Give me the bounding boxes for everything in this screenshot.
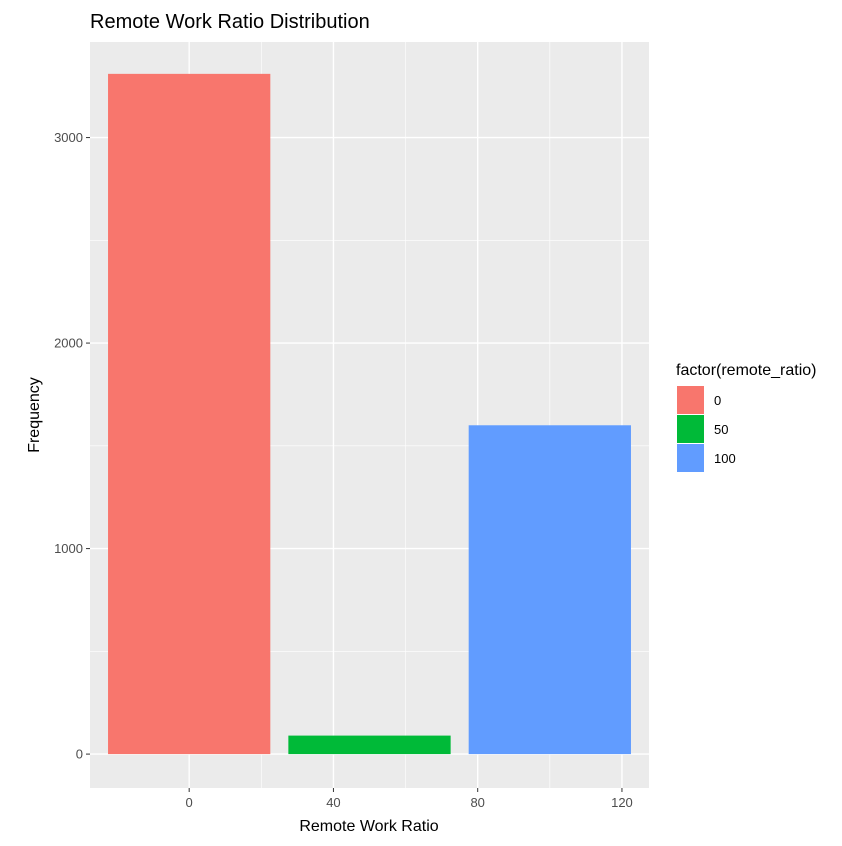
y-tick-label: 2000 [54, 336, 83, 351]
x-tick-label: 0 [186, 795, 193, 810]
legend-label-0: 0 [714, 393, 721, 408]
legend-label-50: 50 [714, 422, 728, 437]
legend-label-100: 100 [714, 451, 736, 466]
x-axis-title: Remote Work Ratio [299, 818, 438, 835]
x-axis: 0 40 80 120 [186, 788, 633, 810]
bar-0 [108, 73, 271, 755]
y-tick-label: 3000 [54, 130, 83, 145]
x-tick-label: 80 [470, 795, 484, 810]
x-tick-label: 40 [326, 795, 340, 810]
legend-title: factor(remote_ratio) [676, 362, 817, 379]
legend-swatch-50 [677, 415, 704, 443]
legend: factor(remote_ratio) 0 50 100 [676, 362, 817, 472]
legend-swatch-0 [677, 386, 704, 414]
y-tick-label: 1000 [54, 541, 83, 556]
y-axis-title: Frequency [26, 377, 43, 453]
legend-swatch-100 [677, 444, 704, 472]
y-axis: 0 1000 2000 3000 [54, 130, 90, 762]
x-tick-label: 120 [611, 795, 633, 810]
y-tick-label: 0 [76, 747, 83, 762]
bar-100 [468, 425, 631, 755]
bar-50 [288, 735, 451, 755]
bars [108, 73, 631, 755]
chart-title: Remote Work Ratio Distribution [90, 11, 370, 33]
